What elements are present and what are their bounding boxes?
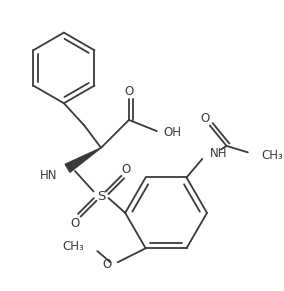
Polygon shape [65,148,101,172]
Text: HN: HN [40,169,58,182]
Text: O: O [102,258,111,272]
Text: S: S [97,190,105,203]
Text: O: O [124,85,133,98]
Text: OH: OH [164,125,181,139]
Text: CH₃: CH₃ [62,240,84,253]
Text: O: O [201,112,210,125]
Text: NH: NH [210,147,227,160]
Text: CH₃: CH₃ [262,149,283,162]
Text: O: O [122,163,131,176]
Text: O: O [70,217,80,230]
